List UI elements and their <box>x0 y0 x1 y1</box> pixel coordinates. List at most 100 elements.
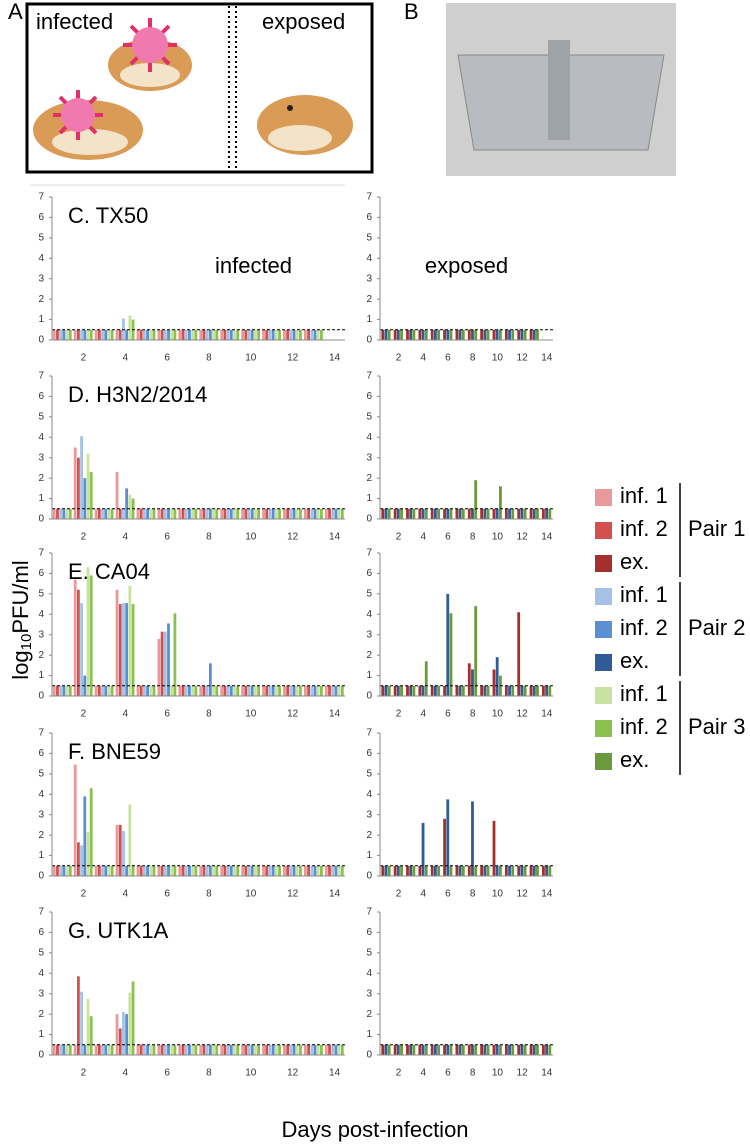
bar <box>480 1044 484 1055</box>
bar <box>299 508 302 519</box>
bar <box>520 1044 524 1055</box>
bar <box>205 329 209 340</box>
bar <box>467 508 471 519</box>
y-tick-label: 4 <box>366 789 372 800</box>
bar <box>400 329 403 340</box>
bar <box>68 865 72 876</box>
bar <box>146 1044 149 1055</box>
bar <box>80 845 83 876</box>
x-tick-label: 8 <box>470 709 476 720</box>
x-tick-label: 14 <box>541 353 553 364</box>
bar <box>434 1044 437 1055</box>
legend-swatch <box>595 687 612 704</box>
bar <box>542 685 545 696</box>
x-tick-label: 2 <box>396 889 402 900</box>
panel-title: C. TX50 <box>68 203 148 228</box>
column-label: infected <box>215 253 292 278</box>
bar <box>387 685 391 696</box>
bar <box>467 1044 471 1055</box>
bar <box>424 661 428 696</box>
diagram-label: exposed <box>262 9 345 34</box>
bar <box>424 329 428 340</box>
y-tick-label: 7 <box>366 371 372 382</box>
bar <box>86 832 90 876</box>
x-tick-label: 2 <box>81 709 87 720</box>
bar <box>480 685 484 696</box>
bar <box>118 604 122 696</box>
x-tick-label: 12 <box>517 532 529 543</box>
bar <box>449 613 453 696</box>
bar <box>244 865 248 876</box>
bar <box>226 865 230 876</box>
bar <box>529 1044 533 1055</box>
bar <box>139 1044 143 1055</box>
bar <box>455 508 459 519</box>
x-tick-label: 14 <box>329 1068 341 1079</box>
bar <box>188 508 191 519</box>
bar <box>80 436 83 519</box>
bar <box>268 508 272 519</box>
bar <box>283 508 286 519</box>
y-tick-label: 7 <box>38 192 44 203</box>
bar <box>65 685 69 696</box>
bar <box>250 685 254 696</box>
bar <box>125 1014 129 1055</box>
y-tick-label: 7 <box>38 371 44 382</box>
bar <box>202 865 206 876</box>
bar <box>136 865 140 876</box>
bar <box>122 831 125 876</box>
y-tick-label: 2 <box>38 473 44 484</box>
diagram-label: infected <box>36 9 113 34</box>
bar <box>529 329 533 340</box>
bar <box>331 865 335 876</box>
bar <box>86 329 90 340</box>
bar <box>139 865 143 876</box>
bar <box>173 613 177 696</box>
bar <box>68 329 72 340</box>
bar <box>131 604 135 696</box>
bar <box>381 685 385 696</box>
y-tick-label: 2 <box>38 650 44 661</box>
bar <box>474 329 478 340</box>
bar <box>511 1044 515 1055</box>
bar <box>517 1044 521 1055</box>
legend-swatch <box>595 588 612 605</box>
x-tick-label: 2 <box>396 709 402 720</box>
bar <box>89 1016 93 1055</box>
bar <box>520 685 524 696</box>
bar <box>265 865 269 876</box>
bar <box>492 669 496 696</box>
bar <box>199 685 203 696</box>
bar <box>504 1044 508 1055</box>
bar <box>283 865 286 876</box>
bar <box>498 1044 502 1055</box>
bar <box>199 1044 203 1055</box>
bar <box>181 685 185 696</box>
bar <box>548 1044 552 1055</box>
bar <box>334 865 338 876</box>
bar <box>65 1044 69 1055</box>
bar <box>122 603 125 696</box>
bar <box>495 1044 499 1055</box>
bar <box>471 801 474 876</box>
x-tick-label: 6 <box>445 889 451 900</box>
bar <box>125 329 129 340</box>
bar <box>324 1044 328 1055</box>
bar <box>412 865 416 876</box>
bar <box>313 1044 317 1055</box>
bar <box>286 508 290 519</box>
bar <box>400 865 403 876</box>
y-tick-label: 0 <box>366 1050 372 1061</box>
bar <box>320 685 323 696</box>
bar <box>396 865 400 876</box>
bar <box>289 1044 293 1055</box>
bar <box>511 685 515 696</box>
x-tick-label: 10 <box>245 532 257 543</box>
bar <box>443 685 446 696</box>
bar <box>247 1044 251 1055</box>
bar <box>73 329 77 340</box>
bar <box>202 508 206 519</box>
column-label: exposed <box>425 253 508 278</box>
y-tick-label: 1 <box>366 493 372 504</box>
cage-divider <box>548 40 570 140</box>
